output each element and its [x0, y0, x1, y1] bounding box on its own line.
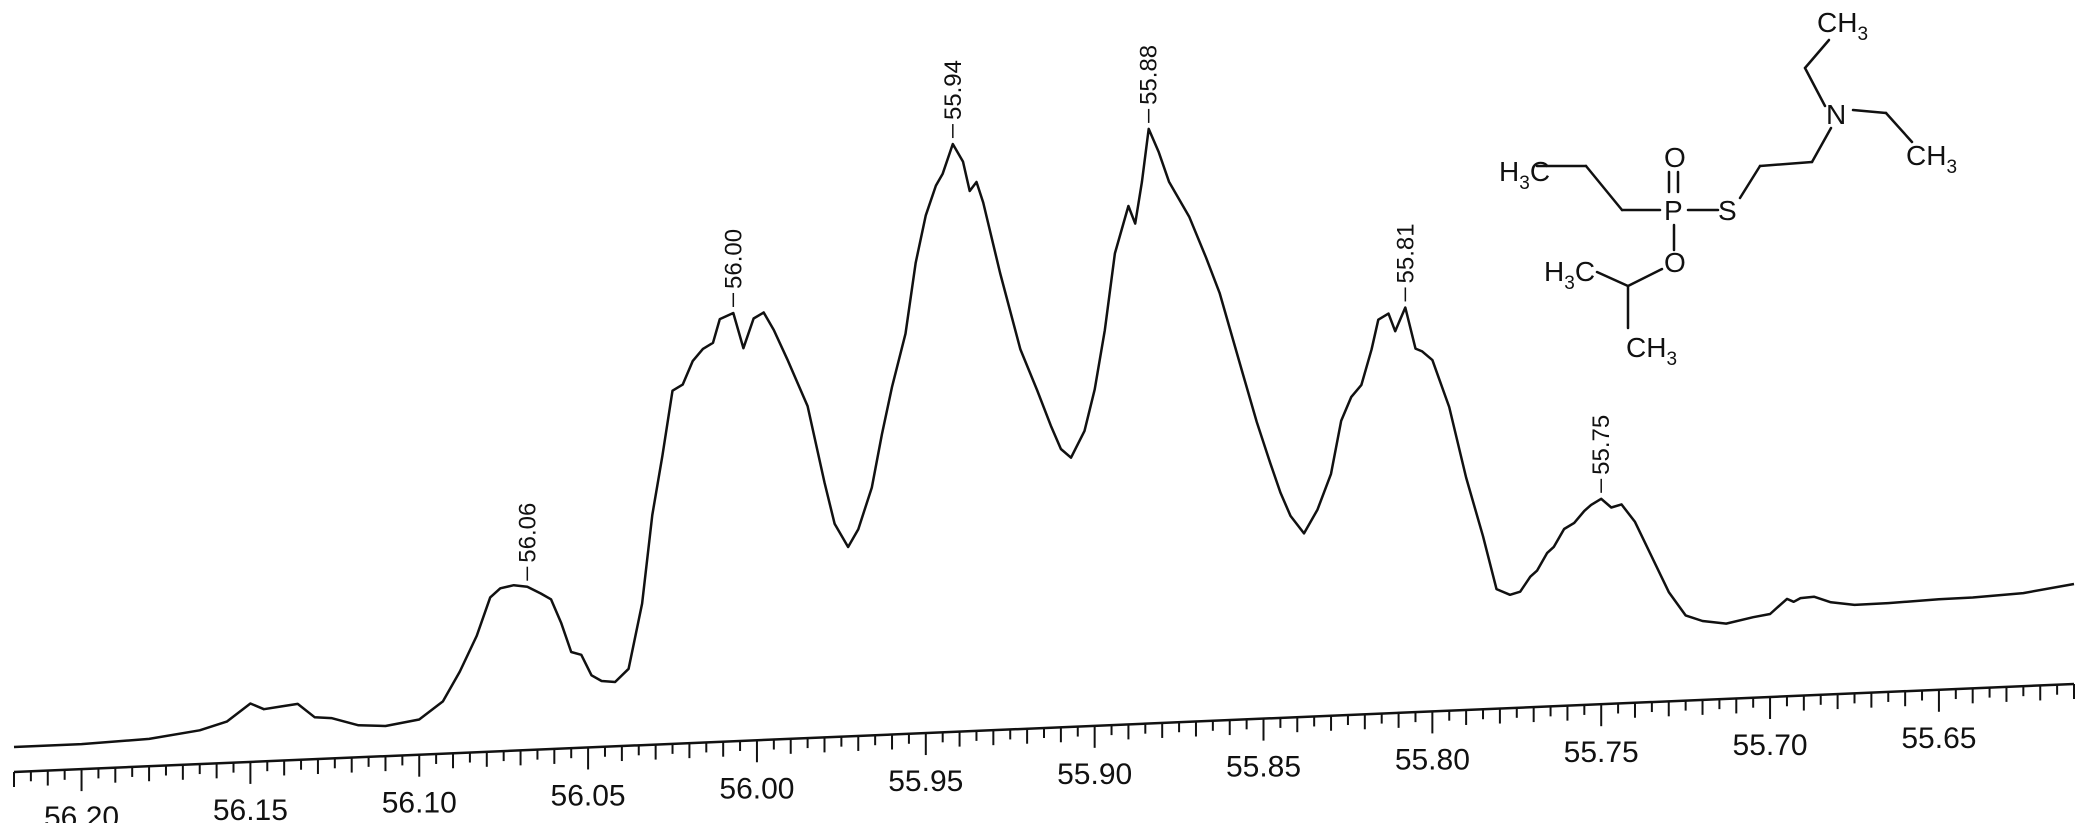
x-tick-label: 55.90: [1057, 758, 1132, 791]
x-tick-label: 55.95: [888, 765, 963, 798]
atom-n: N: [1826, 99, 1846, 130]
atom-h3c-iso: H3C: [1544, 256, 1595, 294]
x-tick-label: 55.85: [1226, 751, 1301, 784]
atom-p: P: [1664, 195, 1683, 226]
peak-label-text: 55.75: [1588, 415, 1615, 475]
x-axis: 56.20 56.15 56.10 56.05 56.00 55.95 55.90 55.85…: [13, 682, 2075, 823]
atom-o-double: O: [1664, 142, 1686, 173]
atom-ch3-bottom: CH3: [1626, 332, 1677, 370]
atom-s: S: [1718, 195, 1737, 226]
atom-o-single: O: [1664, 247, 1686, 278]
peak-label: 55.94: [940, 60, 967, 139]
peak-label: 55.81: [1392, 223, 1419, 302]
x-tick-label: 56.20: [44, 801, 119, 823]
atom-ch3-top: CH3: [1817, 7, 1868, 45]
x-tick-label: 56.00: [719, 772, 794, 805]
peak-label-text: 55.81: [1392, 223, 1419, 283]
peak-label-text: 55.94: [940, 60, 967, 120]
atom-h3c-left: H3C: [1499, 156, 1550, 194]
x-tick-label: 56.10: [382, 787, 457, 820]
peak-label-text: 56.00: [720, 229, 747, 289]
atom-ch3-right: CH3: [1906, 140, 1957, 178]
peak-label: 55.88: [1136, 45, 1163, 123]
peak-label: 56.06: [514, 503, 541, 581]
x-tick-label: 55.70: [1733, 729, 1808, 762]
peak-label-text: 55.88: [1136, 45, 1163, 105]
chemical-structure: CH3 N CH3 O H3C P S O H3C CH3: [1499, 7, 1957, 370]
spectrum-series-line: [13, 127, 2075, 749]
peak-label: 56.00: [720, 229, 747, 307]
peak-labels: 56.06 56.00 55.94 55.88 55.81 55.75: [514, 45, 1615, 581]
peak-label-text: 56.06: [514, 503, 541, 563]
x-tick-label: 56.15: [213, 794, 288, 823]
tick-labels: 56.20 56.15 56.10 56.05 56.00 55.95 55.90 55.85…: [44, 722, 1976, 823]
x-tick-label: 55.75: [1564, 736, 1639, 769]
minor-ticks: [13, 684, 2075, 792]
x-tick-label: 56.05: [551, 779, 626, 812]
peak-label: 55.75: [1588, 415, 1615, 493]
x-tick-label: 55.80: [1395, 743, 1470, 776]
x-tick-label: 55.65: [1901, 722, 1976, 755]
